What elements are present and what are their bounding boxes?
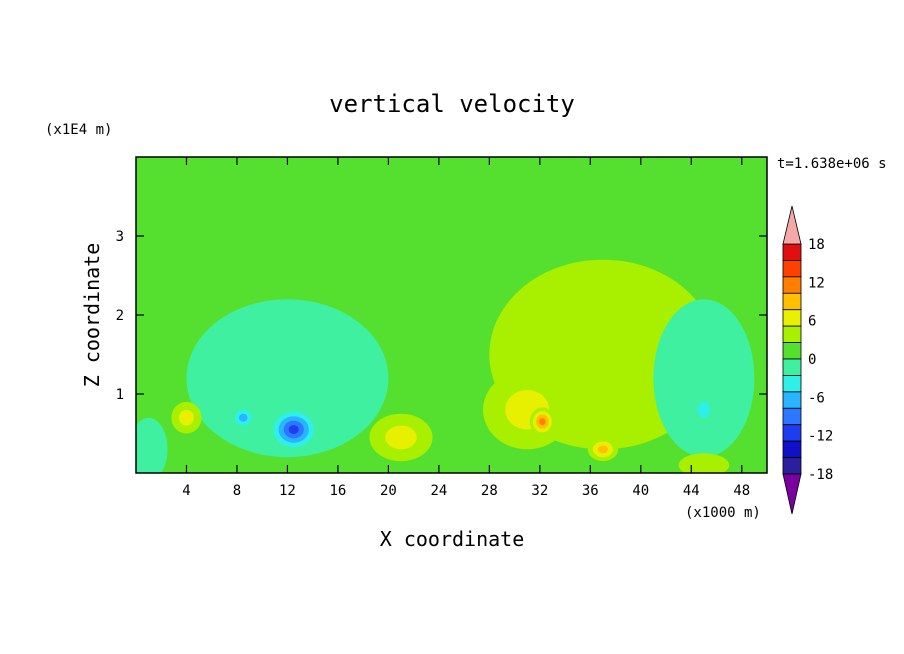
y-tick-label: 1 [116, 387, 124, 403]
colorbar-tick-label: -12 [808, 429, 833, 445]
colorbar-band [782, 457, 802, 475]
colorbar-band [782, 309, 802, 327]
contour-band [385, 425, 417, 450]
colorbar-band [782, 391, 802, 409]
contour-band [697, 401, 711, 418]
colorbar-band [782, 440, 802, 458]
colorbar-top-arrow [782, 205, 802, 245]
x-axis-label: X coordinate [380, 527, 525, 551]
x-tick-label: 48 [733, 483, 750, 499]
x-tick-label: 40 [632, 483, 649, 499]
contour-field [136, 157, 767, 473]
y-axis-label: Z coordinate [80, 243, 104, 388]
y-tick-label: 3 [116, 229, 124, 245]
contour-band [288, 425, 299, 434]
colorbar-tick-label: 12 [808, 275, 825, 291]
x-tick-label: 44 [683, 483, 700, 499]
time-label: t=1.638e+06 s [777, 156, 887, 172]
colorbar-band [782, 276, 802, 294]
colorbar: 18 12 6 0 -6 -12 -18 [782, 205, 833, 515]
colorbar-band [782, 375, 802, 393]
y-tick-label: 2 [116, 308, 124, 324]
contour-band [239, 413, 248, 422]
y-axis-ticks: 1 2 3 [116, 229, 767, 403]
contour-band [539, 418, 546, 426]
x-tick-label: 4 [182, 483, 190, 499]
x-axis-ticks: 4 8 12 16 20 24 28 32 36 40 44 48 [182, 157, 750, 499]
contour-band [653, 299, 755, 458]
colorbar-band [782, 342, 802, 360]
colorbar-band [782, 325, 802, 343]
x-tick-label: 8 [233, 483, 241, 499]
x-tick-label: 36 [582, 483, 599, 499]
colorbar-tick-label: -6 [808, 390, 825, 406]
contour-band [136, 417, 168, 473]
chart-title: vertical velocity [329, 90, 575, 118]
colorbar-tick-label: 0 [808, 352, 816, 368]
colorbar-band [782, 243, 802, 261]
colorbar-band [782, 407, 802, 426]
colorbar-bottom-arrow [782, 473, 802, 515]
colorbar-tick-label: 6 [808, 314, 816, 330]
contour-band [178, 409, 195, 426]
colorbar-tick-label: 18 [808, 237, 825, 253]
x-tick-label: 12 [279, 483, 296, 499]
colorbar-band [782, 424, 802, 442]
x-tick-label: 24 [430, 483, 447, 499]
colorbar-band [782, 260, 802, 278]
x-tick-label: 20 [380, 483, 397, 499]
x-tick-label: 16 [329, 483, 346, 499]
x-tick-label: 28 [481, 483, 498, 499]
colorbar-band [782, 358, 802, 376]
contour-band [597, 445, 608, 454]
colorbar-band [782, 292, 802, 311]
x-unit-label: (x1000 m) [685, 505, 761, 521]
y-unit-label: (x1E4 m) [45, 122, 112, 138]
x-tick-label: 32 [531, 483, 548, 499]
colorbar-tick-label: -18 [808, 467, 833, 483]
